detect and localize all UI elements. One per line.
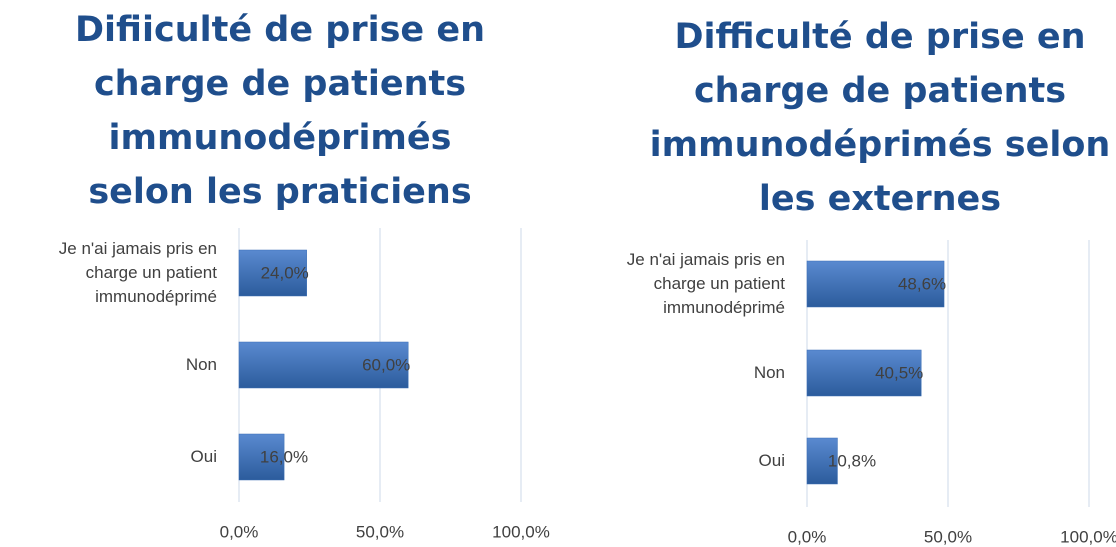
x-tick-label: 50,0% — [924, 527, 972, 546]
category-label: Non — [185, 355, 217, 374]
chart-title: Difiiculté de prise en charge de patient… — [74, 10, 485, 212]
category-label: Oui — [758, 451, 785, 470]
category-label: Je n'ai jamais pris en charge un patient… — [58, 239, 217, 306]
value-label: 16,0% — [260, 447, 308, 466]
x-tick-label: 100,0% — [492, 522, 550, 541]
category-label: Oui — [190, 447, 217, 466]
bar — [238, 433, 285, 481]
bar — [238, 341, 409, 389]
category-label: Je n'ai jamais pris en charge un patient… — [626, 250, 785, 317]
x-tick-label: 0,0% — [220, 522, 259, 541]
category-label: Non — [753, 363, 785, 382]
x-tick-label: 50,0% — [356, 522, 404, 541]
value-label: 10,8% — [828, 451, 876, 470]
x-tick-label: 100,0% — [1060, 527, 1116, 546]
bar — [238, 249, 307, 297]
value-label: 60,0% — [362, 355, 410, 374]
chart-title: Difficulté de prise en charge de patient… — [649, 17, 1111, 219]
value-label: 48,6% — [898, 274, 946, 293]
bar — [806, 349, 922, 397]
bar — [806, 260, 945, 308]
bar — [806, 437, 838, 485]
value-label: 40,5% — [875, 363, 923, 382]
x-tick-label: 0,0% — [788, 527, 827, 546]
value-label: 24,0% — [261, 263, 309, 282]
